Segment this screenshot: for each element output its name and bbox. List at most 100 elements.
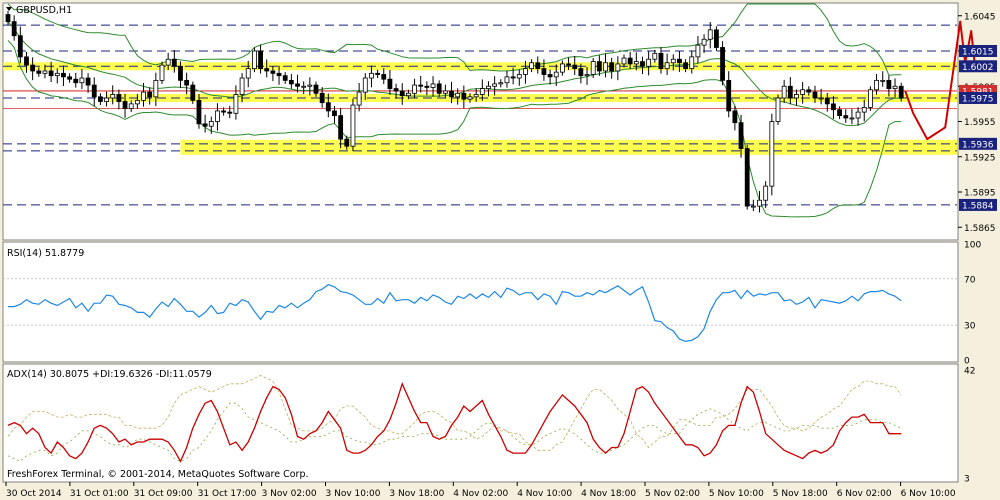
time-tick-label: 4 Nov 02:00 <box>453 489 508 499</box>
time-tick-label: 4 Nov 18:00 <box>581 489 636 499</box>
bearish-candle <box>184 79 190 86</box>
bearish-candle <box>824 97 830 105</box>
bearish-candle <box>61 72 66 78</box>
bearish-candle <box>627 57 633 65</box>
time-tick-label: 31 Oct 17:00 <box>198 489 257 499</box>
time-tick-label: 31 Oct 01:00 <box>70 489 129 499</box>
price-badge-label: 1.5884 <box>962 201 994 211</box>
bullish-candle <box>652 52 658 60</box>
bearish-candle <box>843 115 849 119</box>
bullish-candle <box>369 72 374 79</box>
bearish-candle <box>436 83 442 94</box>
support-resistance-zone <box>180 139 958 155</box>
bearish-candle <box>461 92 467 100</box>
bullish-candle <box>769 121 775 187</box>
bullish-candle <box>880 79 886 82</box>
price-badge-label: 1.5936 <box>962 140 994 150</box>
bearish-candle <box>190 84 196 101</box>
bearish-candle <box>387 78 393 89</box>
bearish-candle <box>541 68 547 75</box>
price-tick-label: 1.5925 <box>964 153 996 163</box>
bullish-candle <box>492 83 498 87</box>
copyright-text: FreshForex Terminal, © 2001-2014, MetaQu… <box>7 469 309 480</box>
bearish-candle <box>319 92 325 104</box>
bearish-candle <box>812 91 818 99</box>
bullish-candle <box>818 97 824 100</box>
bearish-candle <box>171 58 177 67</box>
bullish-candle <box>473 94 479 98</box>
bullish-candle <box>855 111 861 119</box>
bullish-candle <box>141 91 146 101</box>
bearish-candle <box>744 148 750 207</box>
bullish-candle <box>861 107 867 113</box>
rsi-label: RSI(14) 51.8779 <box>7 248 84 259</box>
adx-label: ADX(14) 30.8075 +DI:19.6326 -DI:11.0579 <box>7 369 212 380</box>
bearish-candle <box>313 84 319 94</box>
price-badge-label: 1.6002 <box>962 63 994 73</box>
adx-tick-label: 3 <box>964 475 970 485</box>
bearish-candle <box>424 85 430 88</box>
bullish-candle <box>603 62 608 72</box>
bearish-candle <box>325 102 331 112</box>
bearish-candle <box>276 72 282 77</box>
bullish-candle <box>79 77 85 84</box>
time-tick-label: 5 Nov 02:00 <box>645 489 700 499</box>
adx-panel[interactable] <box>2 363 959 483</box>
bullish-candle <box>621 57 627 65</box>
bullish-candle <box>215 110 220 122</box>
bearish-candle <box>17 35 23 58</box>
bearish-candle <box>831 103 836 111</box>
bullish-candle <box>104 97 109 102</box>
price-panel[interactable] <box>2 2 959 241</box>
bearish-candle <box>375 72 381 75</box>
bearish-candle <box>399 90 405 97</box>
bullish-candle <box>362 77 368 93</box>
plus-di-line <box>7 375 902 451</box>
price-badge <box>959 60 997 73</box>
bearish-candle <box>24 56 29 66</box>
rsi-panel[interactable] <box>2 241 959 363</box>
rsi-tick-label: 30 <box>964 322 976 332</box>
bearish-candle <box>122 101 128 109</box>
time-tick-label: 3 Nov 10:00 <box>326 489 381 499</box>
bearish-candle <box>510 76 516 79</box>
bullish-candle <box>251 50 257 70</box>
bearish-candle <box>640 61 645 67</box>
bearish-candle <box>837 109 842 117</box>
bearish-candle <box>338 115 344 140</box>
bearish-candle <box>732 110 738 124</box>
bearish-candle <box>227 111 233 114</box>
bullish-candle <box>233 94 239 114</box>
bullish-candle <box>775 97 781 122</box>
bullish-candle <box>467 96 473 100</box>
bearish-candle <box>332 110 337 117</box>
bearish-candle <box>393 88 399 92</box>
time-tick-label: 31 Oct 09:00 <box>134 489 193 499</box>
bearish-candle <box>738 122 744 149</box>
bullish-candle <box>633 61 639 65</box>
bearish-candle <box>116 94 122 102</box>
bearish-candle <box>196 99 202 125</box>
bullish-candle <box>356 91 362 106</box>
bearish-candle <box>67 76 72 80</box>
price-tick-label: 1.5865 <box>964 224 996 234</box>
bollinger-lower-band <box>7 40 902 218</box>
bullish-candle <box>165 58 171 66</box>
time-tick-label: 30 Oct 2014 <box>6 489 62 499</box>
bullish-candle <box>800 89 806 95</box>
bullish-candle <box>153 79 159 98</box>
bullish-candle <box>239 77 245 95</box>
bearish-candle <box>683 62 688 70</box>
dropdown-triangle-icon[interactable] <box>6 7 12 11</box>
symbol-label: GBPUSD,H1 <box>16 5 72 16</box>
bearish-candle <box>547 74 553 78</box>
bearish-candle <box>418 84 424 87</box>
bearish-candle <box>5 14 11 23</box>
bearish-candle <box>566 63 571 66</box>
bullish-candle <box>763 185 769 201</box>
bullish-candle <box>615 63 621 72</box>
bullish-candle <box>695 44 701 58</box>
bullish-candle <box>442 90 448 94</box>
bullish-candle <box>516 74 522 79</box>
